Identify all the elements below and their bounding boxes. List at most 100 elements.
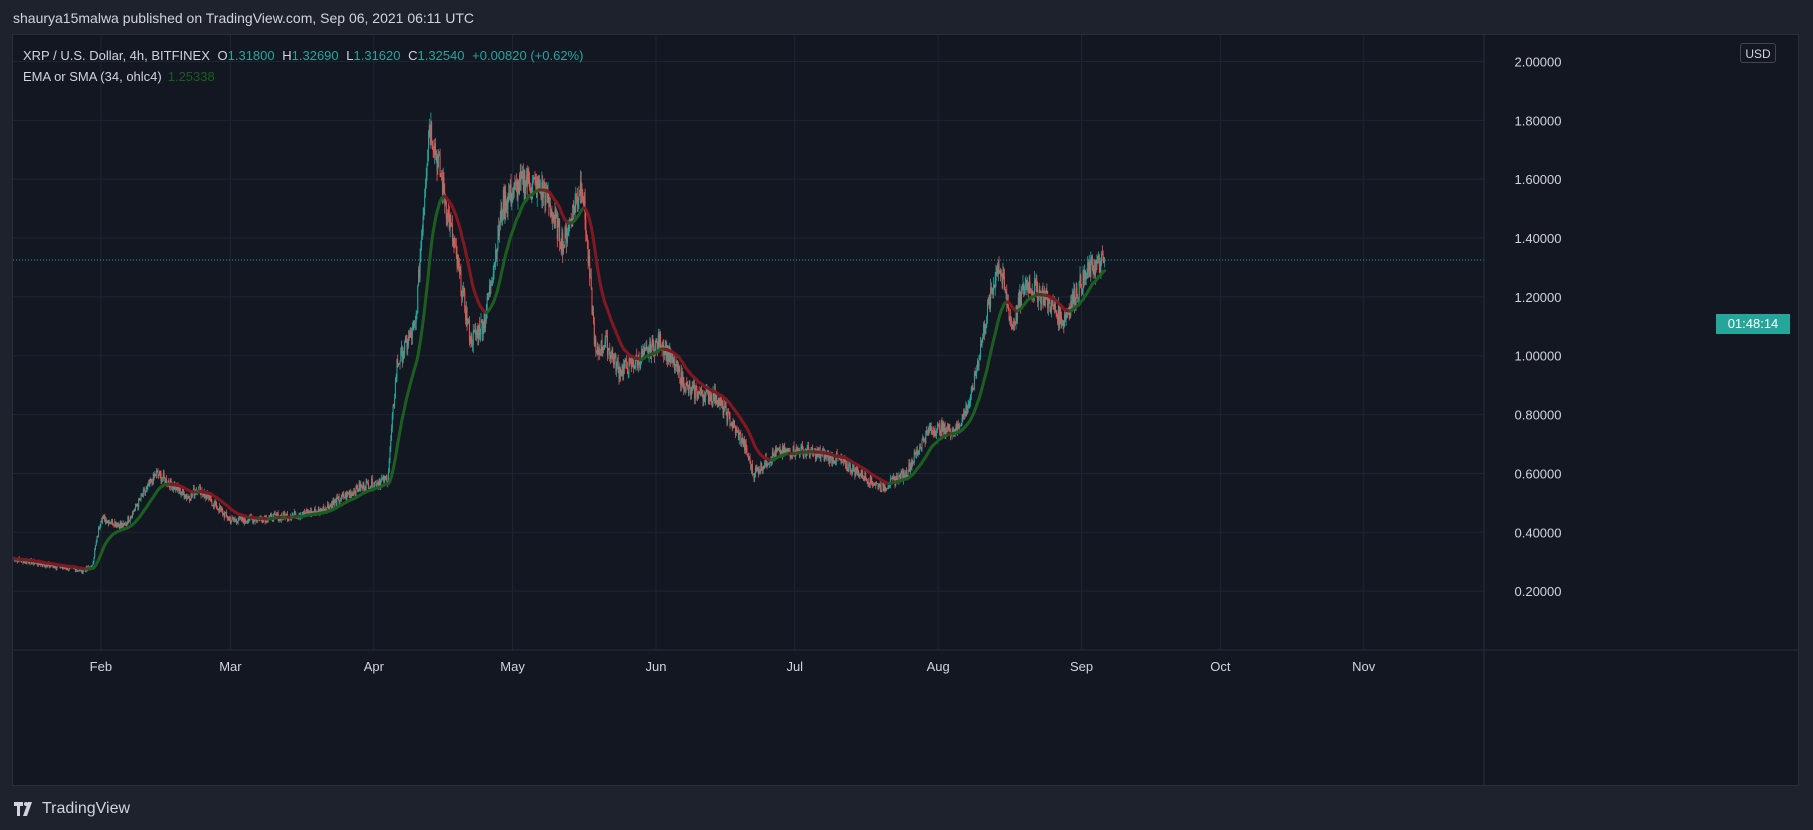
candle bbox=[694, 378, 696, 405]
candle bbox=[1043, 290, 1045, 306]
candle bbox=[924, 437, 926, 448]
candle bbox=[627, 371, 629, 379]
candle bbox=[235, 518, 237, 522]
candle bbox=[1031, 283, 1033, 303]
candle bbox=[616, 361, 618, 377]
candle bbox=[754, 472, 756, 483]
candle bbox=[336, 494, 338, 508]
candle bbox=[424, 178, 426, 198]
candle bbox=[726, 411, 728, 427]
candle bbox=[451, 222, 453, 227]
candle bbox=[463, 286, 465, 297]
candle bbox=[986, 299, 988, 324]
price-axis[interactable]: 0.20000 0.40000 0.60000 0.80000 1.00000 1.200… bbox=[1515, 54, 1562, 599]
candle bbox=[322, 506, 324, 512]
candle bbox=[351, 490, 353, 497]
candle bbox=[162, 476, 164, 483]
candle bbox=[1024, 285, 1026, 296]
candle bbox=[239, 516, 241, 520]
candle bbox=[384, 476, 386, 481]
candle bbox=[504, 186, 506, 224]
chart-pane[interactable]: 0.20000 0.40000 0.60000 0.80000 1.00000 1.200… bbox=[12, 34, 1799, 786]
candle bbox=[560, 238, 562, 255]
candle bbox=[233, 517, 235, 523]
close-readout: C1.32540 bbox=[408, 48, 464, 63]
candle bbox=[94, 544, 96, 551]
candle bbox=[133, 508, 135, 512]
candle bbox=[499, 210, 501, 231]
candle bbox=[236, 520, 238, 524]
currency-button[interactable]: USD bbox=[1740, 43, 1776, 63]
candle bbox=[1050, 306, 1052, 315]
candle bbox=[528, 166, 530, 184]
candle bbox=[994, 271, 996, 296]
candle bbox=[680, 364, 682, 392]
candle bbox=[606, 329, 608, 362]
candle bbox=[484, 312, 486, 332]
candle bbox=[700, 387, 702, 397]
candle bbox=[500, 199, 502, 222]
candle bbox=[882, 483, 884, 485]
candle bbox=[933, 426, 935, 438]
candle bbox=[355, 485, 357, 498]
candle bbox=[121, 521, 123, 528]
candle bbox=[739, 432, 741, 436]
price-chart[interactable]: 0.20000 0.40000 0.60000 0.80000 1.00000 1.200… bbox=[13, 35, 1798, 785]
candle bbox=[1079, 266, 1081, 287]
candle bbox=[217, 508, 219, 511]
candle bbox=[443, 172, 445, 194]
candle bbox=[915, 451, 917, 458]
tradingview-logo[interactable]: TradingView bbox=[14, 800, 130, 818]
candle bbox=[455, 238, 457, 259]
candle bbox=[1010, 316, 1012, 331]
candle bbox=[474, 323, 476, 333]
candle bbox=[487, 293, 489, 301]
indicator-legend-row[interactable]: EMA or SMA (34, ohlc4) 1.25338 bbox=[23, 66, 587, 87]
candle bbox=[183, 490, 185, 500]
candle bbox=[677, 361, 679, 379]
candle bbox=[413, 320, 415, 332]
candle bbox=[1091, 255, 1093, 265]
candle bbox=[993, 284, 995, 289]
candle bbox=[402, 350, 404, 364]
candle bbox=[1102, 250, 1104, 264]
candle bbox=[949, 423, 951, 433]
candle bbox=[1052, 294, 1054, 310]
candle bbox=[921, 438, 923, 453]
candle bbox=[438, 149, 440, 168]
candle bbox=[495, 249, 497, 262]
candle bbox=[420, 240, 422, 263]
candle bbox=[553, 214, 555, 229]
y-tick-label: 2.00000 bbox=[1515, 54, 1562, 69]
candle bbox=[972, 383, 974, 392]
candle bbox=[512, 187, 514, 203]
y-tick-label: 0.40000 bbox=[1515, 525, 1562, 540]
candle bbox=[449, 214, 451, 238]
candle bbox=[340, 494, 342, 502]
candle bbox=[477, 322, 479, 346]
candle bbox=[552, 211, 554, 230]
candle bbox=[394, 393, 396, 409]
candle bbox=[149, 477, 151, 484]
candle bbox=[613, 353, 615, 369]
candle bbox=[422, 207, 424, 236]
candle bbox=[770, 456, 772, 467]
candle bbox=[1002, 262, 1004, 290]
tradingview-logo-icon bbox=[14, 802, 32, 816]
candle bbox=[490, 280, 492, 295]
candle bbox=[599, 344, 601, 360]
candle bbox=[446, 213, 448, 226]
candle bbox=[353, 488, 355, 497]
symbol-legend-row[interactable]: XRP / U.S. Dollar, 4h, BITFINEX O1.31800… bbox=[23, 45, 587, 66]
candle bbox=[576, 187, 578, 212]
candle bbox=[917, 449, 919, 458]
y-tick-label: 0.60000 bbox=[1515, 466, 1562, 481]
candle bbox=[551, 205, 553, 224]
candle bbox=[761, 466, 763, 474]
candle bbox=[649, 336, 651, 353]
candle bbox=[229, 515, 231, 522]
candle bbox=[215, 499, 217, 507]
candle bbox=[232, 516, 234, 520]
time-axis[interactable]: Feb Mar Apr May Jun Jul Aug Sep Oct Nov bbox=[90, 659, 1376, 674]
candle bbox=[1016, 304, 1018, 324]
